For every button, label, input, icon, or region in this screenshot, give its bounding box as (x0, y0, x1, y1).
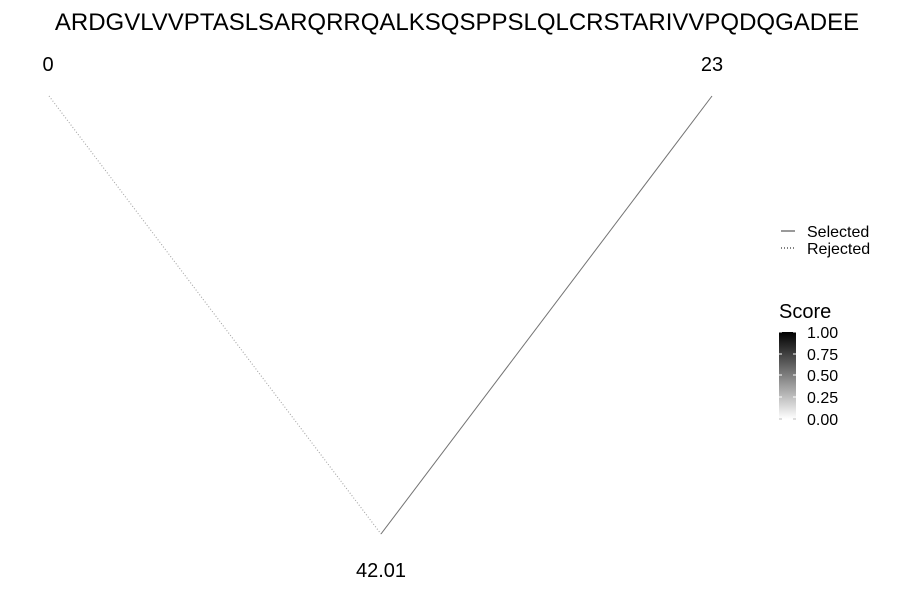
linetype-legend: Selected Rejected (781, 224, 870, 258)
node-label-start: 0 (42, 54, 53, 76)
node-label-apex: 42.01 (356, 560, 406, 582)
score-legend: Score 1.00 0.75 0.50 0.25 0.00 (779, 301, 838, 429)
score-legend-title: Score (779, 301, 831, 323)
edge-rejected (48, 95, 382, 535)
score-tick-label: 0.00 (807, 412, 838, 429)
score-tick-label: 0.75 (807, 347, 838, 364)
edge-selected (380, 95, 713, 535)
sequence-title: ARDGVLVVPTASLSARQRRQALKSQSPPSLQLCRSTARIV… (55, 9, 859, 36)
score-tick-label: 0.50 (807, 368, 838, 385)
legend-label-selected: Selected (807, 224, 869, 241)
node-label-end: 23 (701, 54, 723, 76)
score-tick-label: 0.25 (807, 390, 838, 407)
legend-label-rejected: Rejected (807, 241, 870, 258)
score-ticks (779, 331, 796, 420)
edges-group (48, 95, 713, 535)
score-tick-label: 1.00 (807, 325, 838, 342)
score-colorbar (779, 332, 796, 419)
